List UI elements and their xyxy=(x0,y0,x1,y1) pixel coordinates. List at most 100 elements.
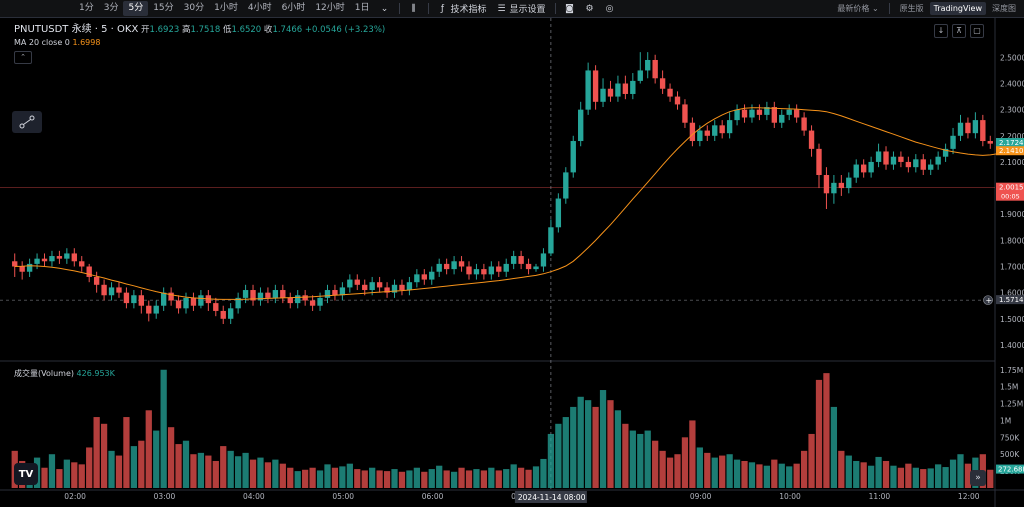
chart-area[interactable]: 2.5000 2.4000 2.3000 2.2000 2.1000 1.9000 1.80… xyxy=(0,18,1024,507)
collapse-legend-button[interactable]: ⌃ xyxy=(14,51,32,64)
candle-body xyxy=(942,148,949,157)
drawing-tool-button[interactable] xyxy=(12,111,42,133)
volume-bar xyxy=(413,467,420,488)
plus-icon: + xyxy=(986,296,993,305)
volume-bar xyxy=(845,455,852,488)
top-toolbar: 1分 3分 5分 15分 30分 1小时 4小时 6小时 12小时 1日 ⌄ ⫼ ƒ 技术指标 ☰ 显… xyxy=(0,0,1024,18)
volume-bar xyxy=(920,469,927,488)
toolbar-divider xyxy=(554,3,556,14)
volume-bar xyxy=(957,454,964,488)
volume-bar xyxy=(458,467,465,488)
volume-label: 成交量(Volume) xyxy=(14,369,74,378)
indicators-button[interactable]: ƒ 技术指标 xyxy=(433,2,492,16)
candle-body xyxy=(473,269,480,275)
view-original-tab[interactable]: 原生版 xyxy=(899,4,924,13)
timeframe-tab[interactable]: 30分 xyxy=(183,3,205,13)
volume-bar xyxy=(763,465,770,488)
candle-body xyxy=(875,151,882,162)
candle-body xyxy=(168,292,174,301)
candle-body xyxy=(674,96,681,105)
scale-icon[interactable]: ⊼ xyxy=(952,24,966,38)
volume-bar xyxy=(249,459,257,488)
candle-body xyxy=(339,287,346,296)
candle-body xyxy=(741,109,748,118)
candle-body xyxy=(198,295,204,306)
volume-bar xyxy=(547,433,555,488)
volume-bar xyxy=(733,459,741,488)
timeframe-tab[interactable]: 1分 xyxy=(79,3,94,13)
volume-bar xyxy=(942,467,949,488)
candle-body xyxy=(548,227,554,254)
ma-legend[interactable]: MA 20 close 0 1.6998 xyxy=(14,38,100,47)
volume-bar xyxy=(681,437,689,488)
volume-bar xyxy=(376,470,383,488)
volume-bar xyxy=(912,467,919,488)
volume-legend[interactable]: 成交量(Volume) 426.953K xyxy=(14,368,115,379)
volume-bar xyxy=(153,430,160,488)
price-badge-label: 2.1410 xyxy=(999,147,1024,155)
candle-body xyxy=(190,297,197,306)
volume-tick-label: 500K xyxy=(1000,450,1020,459)
time-tick-label: 02:00 xyxy=(64,492,86,501)
timeframe-dropdown-button[interactable]: ⌄ xyxy=(375,4,395,14)
candle-body xyxy=(860,164,867,173)
open-value: 1.6923 xyxy=(149,25,180,35)
tradingview-logo[interactable]: TV xyxy=(14,463,38,485)
price-tick-label: 2.1000 xyxy=(1000,158,1024,167)
timeframe-tab[interactable]: 4小时 xyxy=(247,3,272,13)
timeframe-tab[interactable]: 1小时 xyxy=(214,3,238,13)
volume-bar xyxy=(369,467,376,488)
candle-type-button[interactable]: ⫼ xyxy=(404,4,424,14)
view-tradingview-tab[interactable]: TradingView xyxy=(929,2,986,15)
candle-body xyxy=(257,292,264,301)
display-settings-button[interactable]: ☰ 显示设置 xyxy=(492,2,551,16)
candle-body xyxy=(853,164,859,178)
volume-bar xyxy=(428,469,435,488)
screenshot-button[interactable]: ◙ xyxy=(560,4,580,14)
settings-button[interactable]: ⚙ xyxy=(580,4,600,14)
candle-body xyxy=(712,125,718,136)
view-depth-tab[interactable]: 深度图 xyxy=(992,4,1016,13)
scroll-to-realtime-button[interactable]: » xyxy=(970,470,986,486)
timeframe-tab[interactable]: 12小时 xyxy=(315,3,345,13)
candle-body xyxy=(399,284,405,291)
volume-bar xyxy=(935,464,942,488)
candle-body xyxy=(883,151,889,165)
timeframe-tab[interactable]: 6小时 xyxy=(281,3,306,13)
candle-body xyxy=(823,175,830,194)
timeframe-tab[interactable]: 3分 xyxy=(103,3,119,13)
volume-bar xyxy=(145,410,152,488)
candle-body xyxy=(131,295,137,304)
volume-bar xyxy=(562,417,569,488)
layout-button[interactable]: ◎ xyxy=(600,4,620,14)
candle-body xyxy=(965,122,971,134)
volume-bar xyxy=(644,430,651,488)
timeframe-tab[interactable]: 15分 xyxy=(153,3,174,13)
volume-bar xyxy=(689,420,696,488)
indicators-label: 技术指标 xyxy=(450,5,487,15)
candle-body xyxy=(801,117,807,131)
volume-bar xyxy=(86,447,93,488)
candle-body xyxy=(935,156,941,165)
price-tick-label: 1.7000 xyxy=(1000,263,1024,272)
candle-body xyxy=(64,253,70,259)
latest-price-dropdown[interactable]: 最新价格 ⌄ xyxy=(833,1,882,16)
volume-bar xyxy=(175,444,182,488)
candle-body xyxy=(213,303,219,311)
timeframe-selector: 1分 3分 5分 15分 30分 1小时 4小时 6小时 12小时 1日 xyxy=(0,1,375,16)
move-down-icon[interactable]: ↓ xyxy=(934,24,948,38)
candle-body xyxy=(123,292,130,304)
candle-body xyxy=(384,287,390,293)
candle-body xyxy=(816,148,822,176)
candle-body xyxy=(324,290,331,298)
candle-body xyxy=(116,287,122,293)
candle-body xyxy=(12,261,18,267)
price-tick-label: 2.3000 xyxy=(1000,106,1024,115)
volume-bar xyxy=(778,463,785,488)
candle-body xyxy=(496,266,502,272)
timeframe-tab[interactable]: 5分 xyxy=(123,1,149,16)
maximize-icon[interactable]: ▢ xyxy=(970,24,984,38)
chart-canvas[interactable]: 2.5000 2.4000 2.3000 2.2000 2.1000 1.9000 1.80… xyxy=(0,18,1024,507)
timeframe-tab[interactable]: 1日 xyxy=(354,3,370,13)
ma-label: MA 20 close 0 xyxy=(14,38,70,47)
